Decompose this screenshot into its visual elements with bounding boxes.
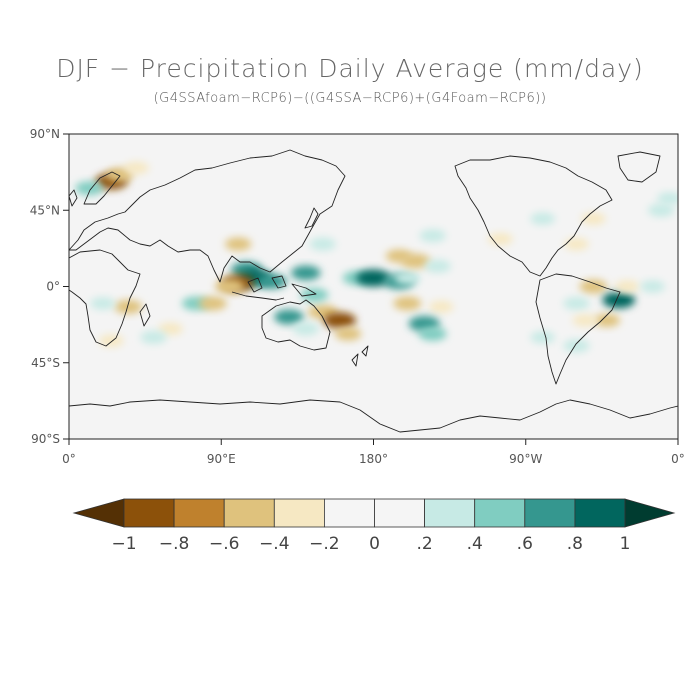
anomaly-patch <box>530 212 556 225</box>
coastline-britain <box>69 189 78 207</box>
anomaly-patch <box>274 309 304 325</box>
colorbar-label: 0 <box>369 534 380 554</box>
colorbar-bin <box>173 498 225 528</box>
anomaly-patch <box>602 291 636 309</box>
anomaly-patch <box>124 161 150 175</box>
anomaly-patch <box>214 279 245 294</box>
colorbar-label: .8 <box>567 534 583 554</box>
coastline-greenland <box>617 151 661 183</box>
colorbar-label: −.2 <box>309 534 339 554</box>
coastline-indonesia <box>231 275 317 301</box>
anomaly-patch <box>640 280 666 293</box>
anomaly-patch <box>114 299 143 314</box>
coastline-africa <box>69 249 141 347</box>
anomaly-patch <box>418 326 447 341</box>
colorbar-bin <box>223 498 275 528</box>
precip-anomaly-layer <box>75 161 678 353</box>
colorbar-over-arrow <box>624 498 676 528</box>
anomaly-patch <box>292 322 320 336</box>
coastline-japan <box>304 207 319 229</box>
anomaly-patch <box>198 296 227 311</box>
coastline-scandinavia <box>83 171 121 205</box>
anomaly-patch <box>394 271 421 285</box>
anomaly-patch <box>224 237 252 251</box>
anomaly-patch <box>356 269 391 287</box>
anomaly-patch <box>579 279 608 294</box>
coastline-madagascar <box>139 303 151 327</box>
coastline-eurasia <box>69 149 346 283</box>
anomaly-patch <box>487 232 513 246</box>
anomaly-patch <box>393 296 422 311</box>
anomaly-patch <box>75 181 104 196</box>
lat-tick-label: 90°S <box>31 432 60 446</box>
colorbar: −1 −.8 −.6 −.4 −.2 0 .2 .4 .6 .8 1 <box>72 498 676 554</box>
colorbar-bin <box>374 498 425 528</box>
anomaly-patch <box>257 274 287 289</box>
colorbar-bin <box>273 498 325 528</box>
colorbar-label: .2 <box>416 534 432 554</box>
lon-tick-label: 0° <box>671 452 685 466</box>
anomaly-patch <box>300 287 329 302</box>
colorbar-label: −1 <box>111 534 136 554</box>
anomaly-patch <box>530 331 556 344</box>
lat-tick-label: 45°S <box>31 356 60 370</box>
colorbar-bin <box>123 498 175 528</box>
colorbar-label: −.6 <box>209 534 239 554</box>
colorbar-bin <box>323 498 375 528</box>
coastline-south-america <box>535 273 621 385</box>
colorbar-bin <box>474 498 526 528</box>
colorbar-label: −.4 <box>259 534 289 554</box>
axis-ticks: 90°N45°N0°45°S90°S0° 90°E 180° 90°W 0° <box>30 127 685 466</box>
map-subtitle: (G4SSAfoam−RCP6)−((G4SSA−RCP6)+(G4Foam−R… <box>153 91 547 106</box>
colorbar-label: .4 <box>467 534 483 554</box>
anomaly-patch <box>647 203 675 217</box>
colorbar-label: .6 <box>517 534 533 554</box>
anomaly-patch <box>563 339 590 353</box>
anomaly-patch <box>385 249 413 263</box>
anomaly-patch <box>334 327 362 341</box>
anomaly-patch <box>564 237 589 251</box>
anomaly-patch <box>563 296 590 311</box>
colorbar-label: −.8 <box>159 534 189 554</box>
lon-tick-label: 0° <box>62 452 76 466</box>
colorbar-bin <box>424 498 476 528</box>
anomaly-patch <box>291 265 321 281</box>
anomaly-patch <box>158 322 183 336</box>
anomaly-patch <box>657 192 678 205</box>
anomaly-patch <box>593 313 621 327</box>
colorbar-label: 1 <box>620 534 631 554</box>
coastlines <box>69 149 678 433</box>
coastline-antarctica <box>69 399 678 433</box>
coastline-new-zealand <box>351 345 369 367</box>
lon-tick-label: 180° <box>359 452 388 466</box>
coastline-australia <box>261 299 331 351</box>
anomaly-patch <box>581 212 606 225</box>
anomaly-patch <box>572 314 598 327</box>
coastline-north-america <box>454 155 613 277</box>
anomaly-patch <box>419 229 446 243</box>
lon-tick-label: 90°E <box>207 452 236 466</box>
colorbar-under-arrow <box>72 498 125 528</box>
anomaly-patch <box>424 259 451 273</box>
map-title: DJF − Precipitation Daily Average (mm/da… <box>56 54 644 83</box>
lat-tick-label: 45°N <box>30 203 60 217</box>
colorbar-bin <box>574 498 626 528</box>
lon-tick-label: 90°W <box>509 452 542 466</box>
colorbar-bin <box>524 498 576 528</box>
anomaly-patch <box>140 330 167 344</box>
anomaly-patch <box>614 280 640 293</box>
anomaly-patch <box>309 237 336 251</box>
anomaly-patch <box>98 334 124 347</box>
anomaly-patch <box>323 312 357 329</box>
anomaly-patch <box>428 300 454 314</box>
anomaly-patch <box>90 297 116 310</box>
lat-tick-label: 0° <box>46 280 60 294</box>
lat-tick-label: 90°N <box>30 127 60 141</box>
